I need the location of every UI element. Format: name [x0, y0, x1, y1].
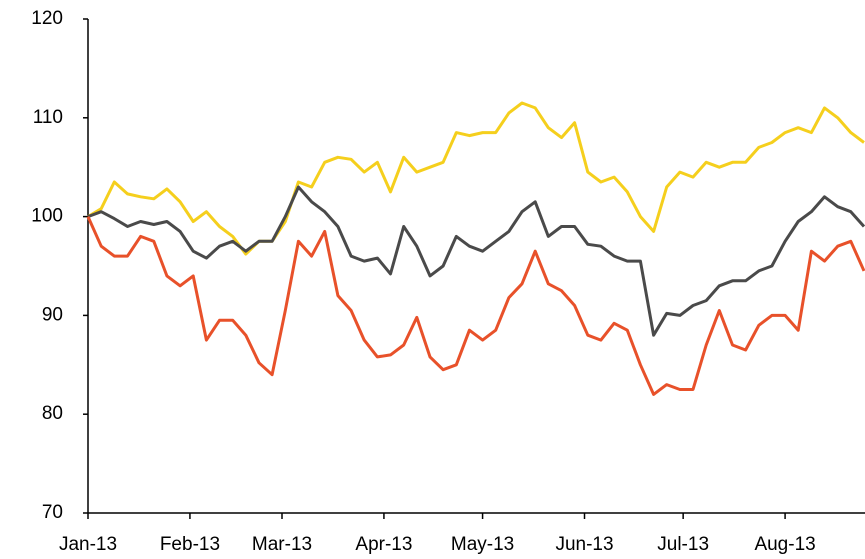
- x-tick-label: Aug-13: [754, 534, 815, 555]
- x-tick-label: Apr-13: [355, 534, 412, 555]
- x-tick-label: Jun-13: [555, 534, 613, 555]
- x-tick-label: Jan-13: [59, 534, 117, 555]
- line-series: [87, 185, 865, 337]
- x-tick-label: Feb-13: [160, 534, 220, 555]
- x-tick-label: Mar-13: [252, 534, 312, 555]
- x-tick-label: Jul-13: [657, 534, 709, 555]
- y-tick-label: 90: [42, 304, 63, 325]
- x-tick-label: May-13: [451, 534, 514, 555]
- y-tick-label: 70: [42, 502, 63, 523]
- y-tick-label: 80: [42, 403, 63, 424]
- y-tick-label: 120: [31, 8, 63, 29]
- line-series: [86, 215, 865, 396]
- y-tick-label: 100: [31, 206, 63, 227]
- y-tick-label: 110: [33, 107, 63, 128]
- line-series: [87, 101, 865, 256]
